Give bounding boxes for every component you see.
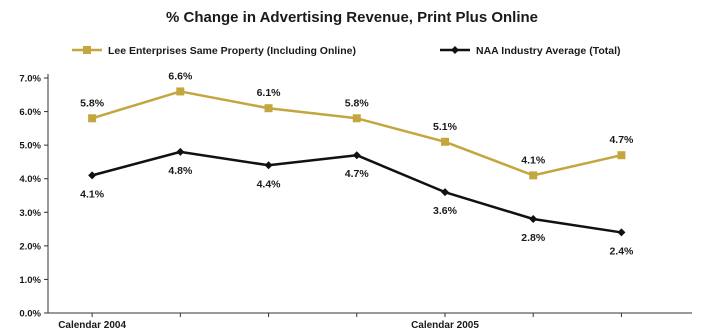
data-point <box>617 151 626 160</box>
series-0: 5.8% 6.6% 6.1% 5.8% 5.1% 4.1% 4.7% <box>80 70 634 180</box>
y-tick-label: 3.0% <box>19 208 41 219</box>
y-tick-label: 7.0% <box>19 74 41 85</box>
data-point <box>88 171 97 180</box>
data-point <box>440 137 449 146</box>
data-point <box>529 215 538 223</box>
axes: 0.0% 1.0% 2.0% 3.0% 4.0% 5.0% 6.0% 7.0% Calendar… <box>19 74 692 331</box>
legend: Lee Enterprises Same Property (Including… <box>72 45 621 57</box>
data-label: 4.1% <box>80 188 105 200</box>
y-tick-label: 6.0% <box>19 107 41 118</box>
data-label: 2.8% <box>521 232 546 244</box>
y-tick-label: 0.0% <box>19 309 41 320</box>
data-point <box>529 171 538 180</box>
data-label: 6.1% <box>257 87 282 99</box>
data-label: 5.1% <box>433 121 458 133</box>
data-label: 4.7% <box>345 168 370 180</box>
data-label: 5.8% <box>345 97 370 109</box>
data-point <box>88 114 97 123</box>
x-tick-label: Calendar 2005 <box>411 320 479 331</box>
data-label: 4.4% <box>257 178 282 190</box>
y-tick-label: 1.0% <box>19 275 41 286</box>
legend-label-naa: NAA Industry Average (Total) <box>476 45 621 57</box>
data-point <box>264 161 273 170</box>
chart-title: % Change in Advertising Revenue, Print P… <box>166 9 538 26</box>
x-tick-label: Calendar 2004 <box>58 320 126 331</box>
series-1: 4.1% 4.8% 4.4% 4.7% 3.6% 2.8% 2.4% <box>80 147 634 257</box>
legend-swatch-naa-marker <box>451 46 459 54</box>
data-label: 2.4% <box>609 245 634 257</box>
series-layer: 5.8% 6.6% 6.1% 5.8% 5.1% 4.1% 4.7% 4.1% 4.8% 4.4%… <box>80 70 634 257</box>
data-point <box>264 104 273 113</box>
legend-label-lee: Lee Enterprises Same Property (Including… <box>108 45 356 57</box>
y-tick-label: 2.0% <box>19 241 41 252</box>
data-label: 6.6% <box>168 70 193 82</box>
data-label: 4.1% <box>521 154 546 166</box>
data-point <box>352 114 361 123</box>
data-point <box>617 228 626 237</box>
data-label: 4.8% <box>168 165 193 177</box>
legend-item-naa: NAA Industry Average (Total) <box>440 45 621 57</box>
y-tick-label: 5.0% <box>19 141 41 152</box>
data-label: 3.6% <box>433 205 458 217</box>
legend-swatch-lee-marker <box>83 46 91 54</box>
y-tick-label: 4.0% <box>19 174 41 185</box>
data-point <box>352 151 361 160</box>
data-label: 4.7% <box>609 134 634 146</box>
data-label: 5.8% <box>80 97 105 109</box>
legend-item-lee: Lee Enterprises Same Property (Including… <box>72 45 356 57</box>
data-point <box>176 147 185 156</box>
data-point <box>176 87 185 96</box>
data-point <box>440 188 449 197</box>
